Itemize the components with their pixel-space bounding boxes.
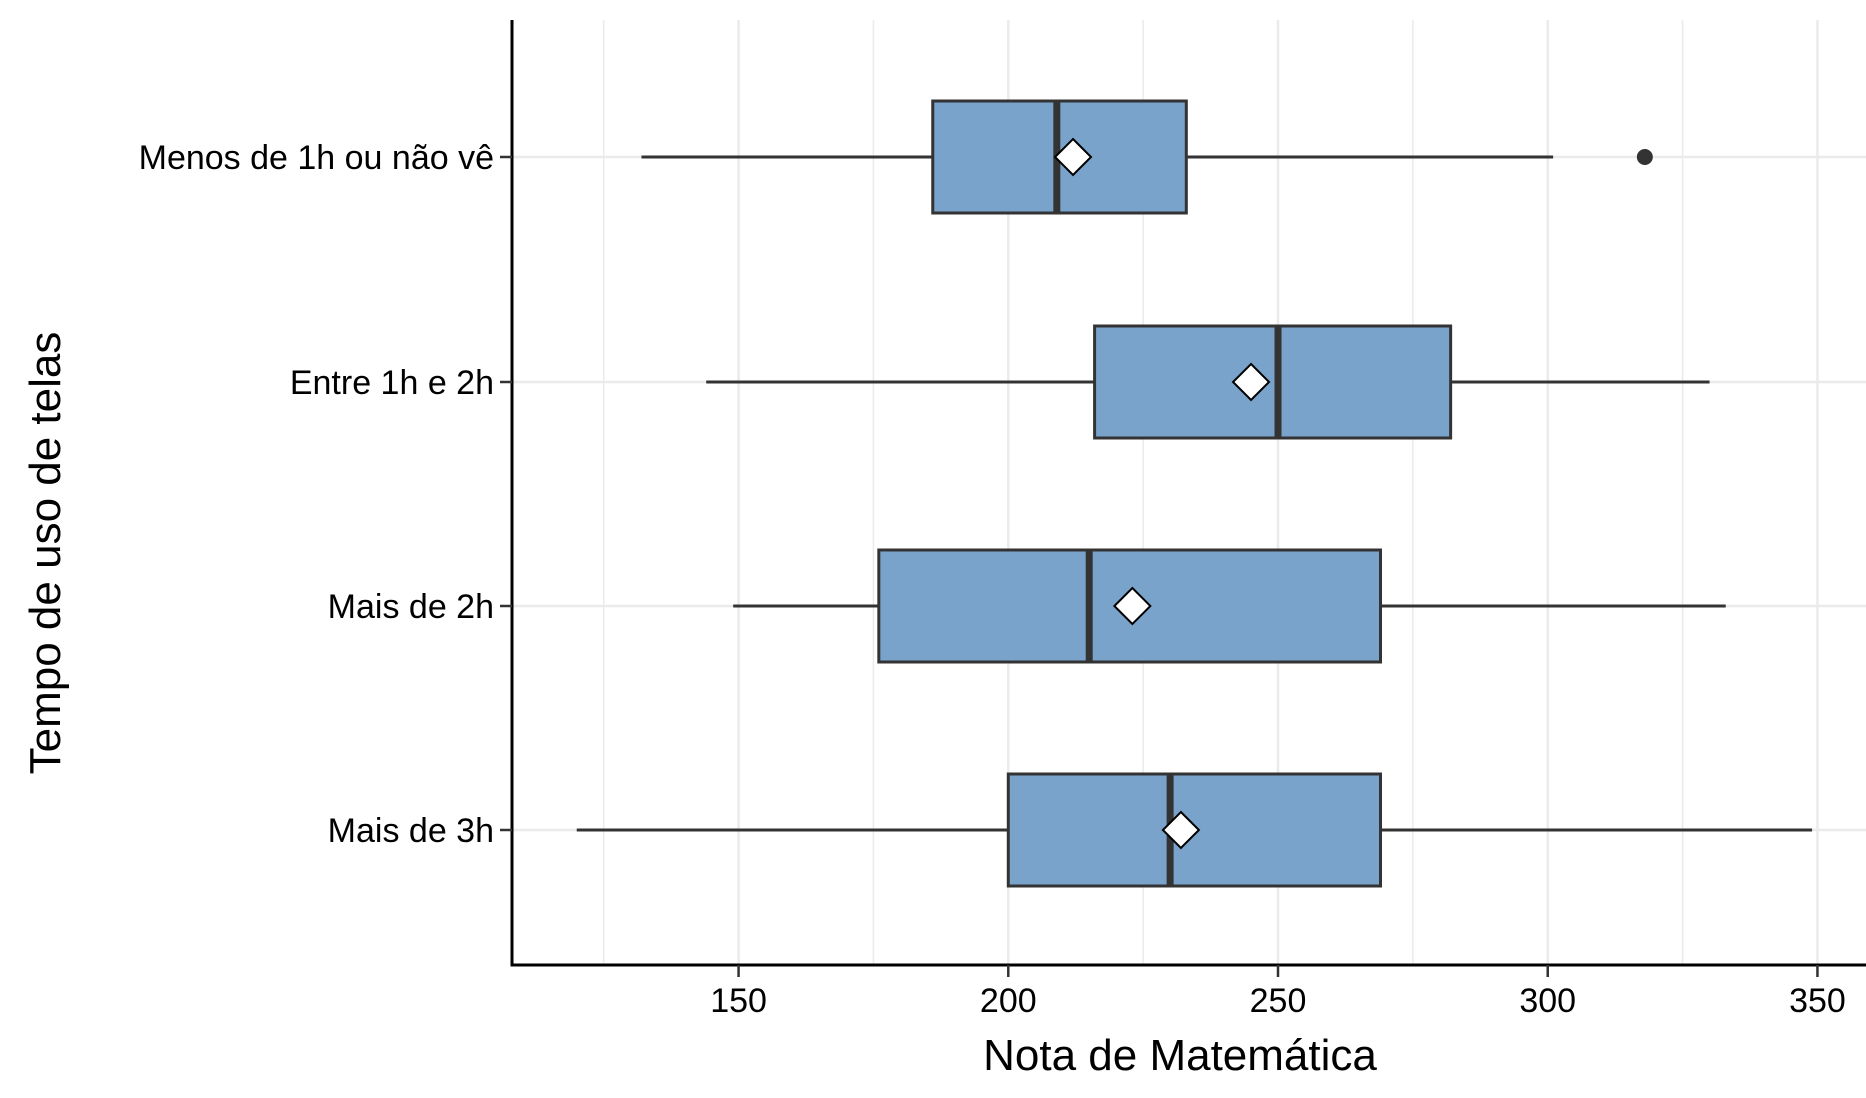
- y-category-label: Mais de 2h: [328, 588, 494, 626]
- x-tick-label: 250: [1250, 982, 1307, 1020]
- box-group: [576, 772, 1813, 888]
- y-axis-title: Tempo de uso de telas: [21, 332, 70, 775]
- mean-marker: [1053, 137, 1093, 177]
- x-tick-label: 300: [1519, 982, 1576, 1020]
- mean-marker: [1161, 810, 1201, 850]
- y-category-label: Entre 1h e 2h: [290, 364, 494, 402]
- x-tick-label: 200: [980, 982, 1037, 1020]
- y-category-label: Menos de 1h ou não vê: [139, 139, 494, 177]
- box-iqr: [1093, 324, 1453, 440]
- outlier-point: [1636, 149, 1653, 165]
- x-tick-label: 350: [1789, 982, 1846, 1020]
- box-group: [733, 548, 1726, 664]
- x-axis-title: Nota de Matemática: [983, 1031, 1377, 1080]
- box-group: [641, 99, 1653, 215]
- box-series: [576, 99, 1813, 888]
- mean-marker: [1231, 362, 1271, 402]
- y-category-label: Mais de 3h: [328, 812, 494, 850]
- box-group: [706, 324, 1710, 440]
- x-tick-label: 150: [710, 982, 767, 1020]
- axes: [500, 20, 1866, 977]
- tick-labels: 150 200 250 300 350 Menos de 1h ou não vê Entr…: [139, 139, 1846, 1020]
- mean-marker: [1112, 586, 1152, 626]
